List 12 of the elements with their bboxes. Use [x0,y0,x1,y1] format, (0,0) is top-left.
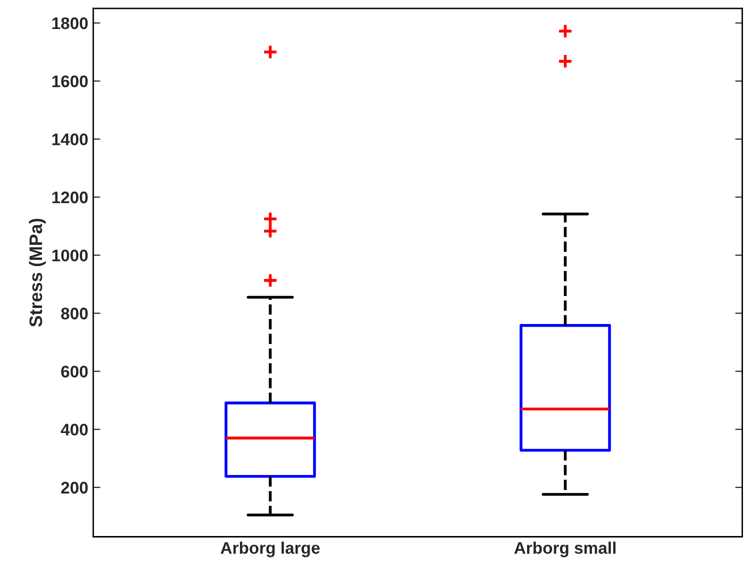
y-tick-label: 1200 [52,192,88,204]
y-axis-title: Stress (MPa) [28,218,46,327]
x-tick-label: Arborg large [220,542,320,558]
y-tick-label: 600 [61,366,88,378]
x-tick-label: Arborg small [514,542,616,558]
y-tick-label: 200 [61,482,88,494]
y-tick-label: 1400 [52,133,88,146]
y-tick-label: 800 [61,308,88,320]
y-tick-label: 1600 [52,75,88,88]
y-tick-label: 1000 [52,250,88,262]
y-tick-label: 400 [60,424,88,436]
y-tick-label: 1800 [52,17,88,30]
